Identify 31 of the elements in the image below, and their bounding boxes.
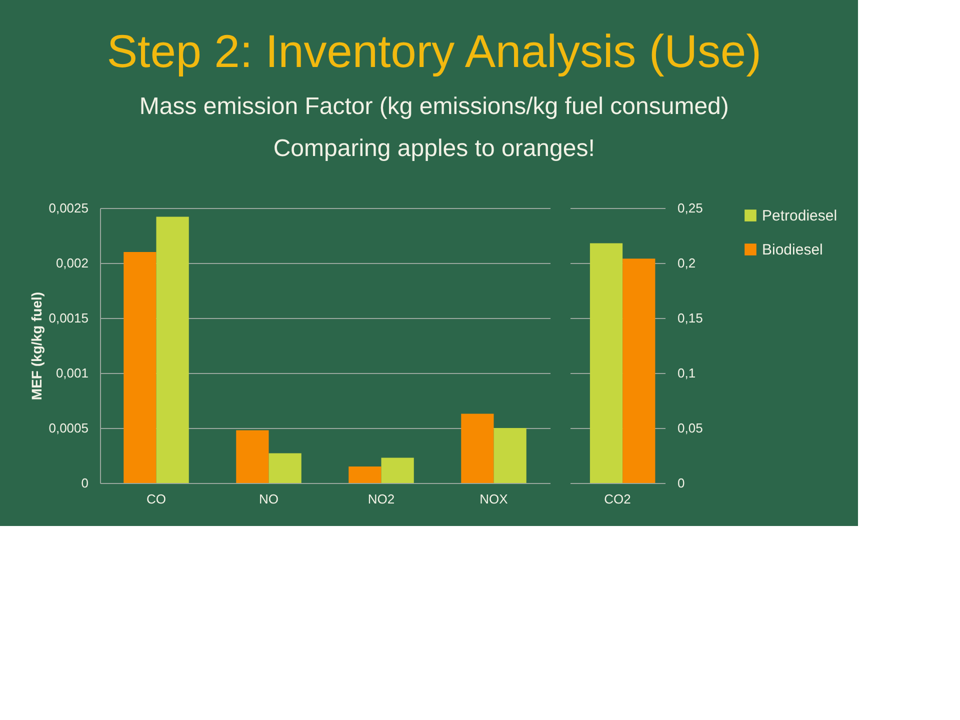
y-axis-title: MEF (kg/kg fuel)	[28, 292, 45, 400]
bar	[268, 453, 302, 483]
y2-tick-label: 0,1	[678, 366, 696, 380]
bar	[494, 428, 526, 483]
x-tick-label: NOX	[480, 492, 508, 506]
chart-subtitle: Mass emission Factor (kg emissions/kg fuel consumed)	[139, 93, 729, 120]
y-tick-label: 0	[81, 476, 88, 490]
x-tick-label: CO2	[604, 492, 631, 506]
y-tick-label: 0,0025	[48, 200, 88, 216]
bar	[348, 466, 382, 483]
bar	[381, 458, 414, 483]
x-tick-label: CO	[146, 492, 166, 506]
y2-tick-label: 0,05	[678, 420, 703, 436]
legend-label: Petrodiesel	[762, 208, 838, 224]
x-tick-label: NO	[259, 492, 278, 506]
bar	[461, 414, 494, 483]
bar	[156, 216, 189, 483]
bar	[124, 252, 156, 483]
legend-label: Biodiesel	[762, 242, 823, 258]
text: Comparing apples to oranges!	[273, 135, 595, 162]
chart-title: Step 2: Inventory Analysis (Use)	[106, 25, 762, 77]
y2-tick-label: 0,15	[678, 310, 703, 326]
y2-tick-label: 0,25	[678, 200, 703, 216]
y-tick-label: 0,002	[56, 256, 88, 270]
bar	[236, 430, 269, 483]
y-tick-label: 0,001	[56, 366, 88, 380]
y2-tick-label: 0,2	[678, 256, 696, 270]
y2-tick-label: 0	[678, 476, 685, 490]
x-tick-label: NO2	[368, 492, 395, 506]
y-tick-label: 0,0015	[48, 310, 88, 326]
y-tick-label: 0,0005	[48, 420, 88, 436]
